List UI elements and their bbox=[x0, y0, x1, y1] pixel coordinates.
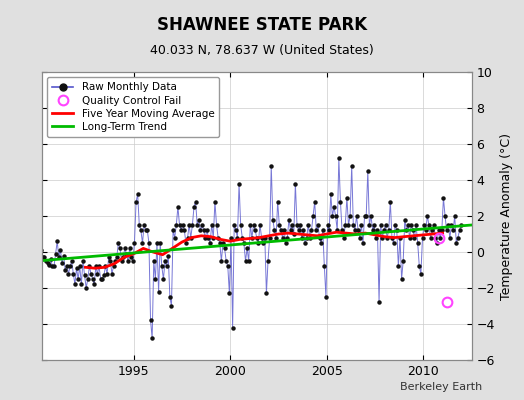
Y-axis label: Temperature Anomaly (°C): Temperature Anomaly (°C) bbox=[500, 132, 514, 300]
Text: Berkeley Earth: Berkeley Earth bbox=[400, 382, 482, 392]
Legend: Raw Monthly Data, Quality Control Fail, Five Year Moving Average, Long-Term Tren: Raw Monthly Data, Quality Control Fail, … bbox=[47, 77, 220, 137]
Text: 40.033 N, 78.637 W (United States): 40.033 N, 78.637 W (United States) bbox=[150, 44, 374, 57]
Text: SHAWNEE STATE PARK: SHAWNEE STATE PARK bbox=[157, 16, 367, 34]
